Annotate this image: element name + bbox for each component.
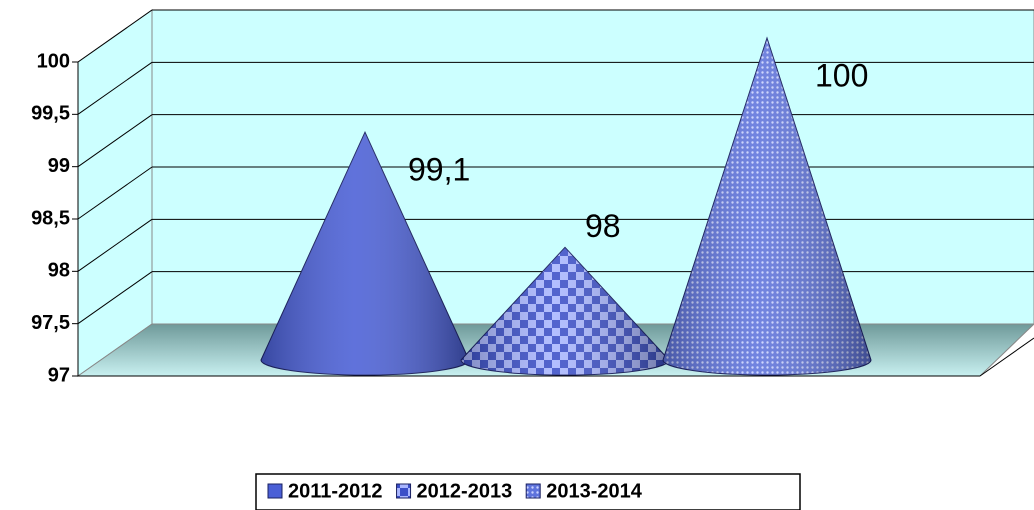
grid-line — [77, 166, 153, 220]
value-label: 99,1 — [408, 152, 470, 188]
cone-shade — [261, 132, 469, 375]
cone-shade — [461, 247, 669, 375]
grid-line — [77, 271, 153, 325]
y-tick-label: 97,5 — [31, 312, 70, 334]
legend-label: 2011-2012 — [288, 480, 383, 502]
value-label: 98 — [585, 208, 621, 244]
value-label: 100 — [815, 57, 868, 93]
y-tick-label: 98,5 — [31, 207, 70, 229]
floor-edge — [979, 337, 1034, 377]
legend-swatch — [267, 483, 283, 499]
legend-label: 2013-2014 — [546, 480, 643, 502]
grid-line — [77, 114, 153, 168]
grid-line — [77, 61, 153, 115]
y-tick-label: 100 — [37, 50, 70, 72]
y-tick-label: 99 — [48, 155, 70, 177]
y-tick-label: 99,5 — [31, 103, 70, 125]
legend-swatch — [396, 483, 412, 499]
grid-line — [77, 9, 153, 63]
grid-line — [77, 218, 153, 272]
y-tick-label: 97 — [48, 364, 70, 386]
cone-shade — [663, 38, 871, 375]
legend-swatch — [525, 483, 541, 499]
legend-label: 2012-2013 — [417, 480, 513, 502]
y-tick-label: 98 — [48, 260, 70, 282]
